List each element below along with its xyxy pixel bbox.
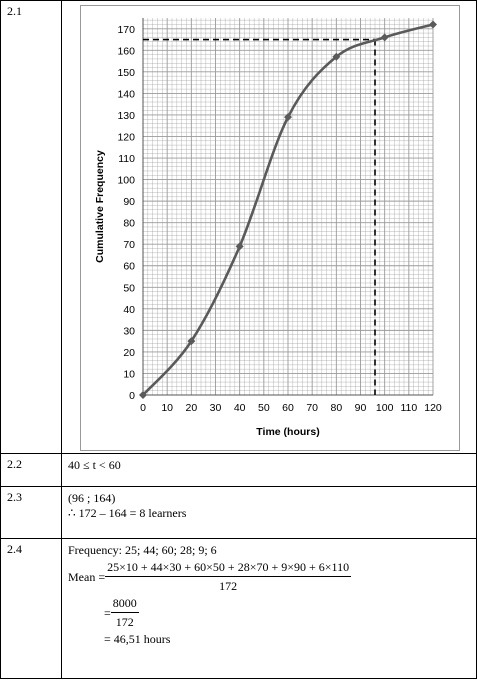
y-tick-label: 20	[123, 347, 135, 359]
x-tick-label: 120	[424, 402, 442, 414]
data-point	[187, 337, 196, 346]
data-point	[139, 391, 147, 399]
x-tick-label: 40	[234, 402, 246, 414]
data-point	[380, 33, 389, 42]
y-tick-label: 100	[117, 175, 135, 187]
mean-result: = 46,51 hours	[104, 632, 171, 646]
mean-numerator: 25×10 + 44×30 + 60×50 + 28×70 + 9×90 + 6…	[105, 560, 352, 577]
x-tick-label: 20	[185, 402, 197, 414]
step-denominator: 172	[115, 615, 134, 629]
data-point	[429, 20, 437, 29]
data-point	[235, 242, 244, 251]
y-tick-label: 30	[123, 325, 135, 337]
question-number: 2.4	[0, 538, 62, 679]
answer-learners: ∴ 172 – 164 = 8 learners	[68, 506, 187, 520]
y-tick-label: 140	[117, 88, 135, 100]
x-tick-label: 80	[330, 402, 342, 414]
x-axis-label: Time (hours)	[256, 426, 319, 438]
x-tick-label: 90	[355, 402, 367, 414]
row-2-2: 2.2 40 ≤ t < 60	[0, 453, 477, 487]
data-point	[332, 52, 341, 61]
equals-sign: =	[104, 605, 111, 620]
y-tick-label: 170	[117, 24, 135, 36]
frequency-list: Frequency: 25; 44; 60; 28; 9; 6	[68, 543, 217, 557]
x-tick-label: 0	[140, 402, 146, 414]
chart-container: 0 10 20 30 40 50 60 70 80 90 100 110 120 0 10 20 30 40 50 6…	[80, 5, 460, 451]
x-tick-label: 50	[258, 402, 270, 414]
y-tick-label: 160	[117, 45, 135, 57]
y-tick-label: 40	[123, 304, 135, 316]
answer-interval: 40 ≤ t < 60	[68, 458, 121, 472]
x-tick-label: 70	[306, 402, 318, 414]
y-tick-label: 10	[123, 368, 135, 380]
x-tick-label: 60	[282, 402, 294, 414]
y-tick-label: 130	[117, 110, 135, 122]
y-tick-label: 120	[117, 131, 135, 143]
x-tick-label: 110	[400, 402, 417, 414]
y-tick-label: 60	[123, 261, 135, 273]
question-number: 2.2	[0, 453, 62, 487]
y-tick-label: 110	[118, 153, 135, 165]
mean-fraction: 25×10 + 44×30 + 60×50 + 28×70 + 9×90 + 6…	[105, 560, 352, 594]
mean-label: Mean =	[68, 569, 106, 584]
question-number: 2.3	[0, 486, 62, 539]
ogive-chart: 0 10 20 30 40 50 60 70 80 90 100 110 120 0 10 20 30 40 50 6…	[94, 18, 442, 438]
row-2-4: 2.4 Frequency: 25; 44; 60; 28; 9; 6 Mean…	[0, 538, 477, 679]
step-numerator: 8000	[110, 596, 139, 613]
row-2-3: 2.3 (96 ; 164) ∴ 172 – 164 = 8 learners	[0, 486, 477, 539]
y-tick-label: 90	[123, 196, 135, 208]
x-tick-label: 100	[376, 402, 394, 414]
y-tick-label: 80	[123, 218, 135, 230]
question-number: 2.1	[0, 0, 62, 454]
y-tick-label: 150	[117, 67, 135, 79]
x-tick-label: 10	[161, 402, 173, 414]
y-tick-label: 70	[123, 239, 135, 251]
y-tick-label: 50	[123, 282, 135, 294]
mean-denominator: 172	[219, 579, 238, 593]
data-point	[284, 113, 292, 122]
step-fraction: 8000 172	[110, 596, 139, 630]
y-tick-label: 0	[129, 390, 135, 402]
row-2-1: 2.1 0 10 20 30 40 50 60 70 80 90 100 110 120 0 10 20 30 4…	[0, 0, 477, 454]
answer-point: (96 ; 164)	[68, 491, 116, 505]
x-tick-label: 30	[210, 402, 222, 414]
y-axis-label: Cumulative Frequency	[94, 150, 106, 263]
